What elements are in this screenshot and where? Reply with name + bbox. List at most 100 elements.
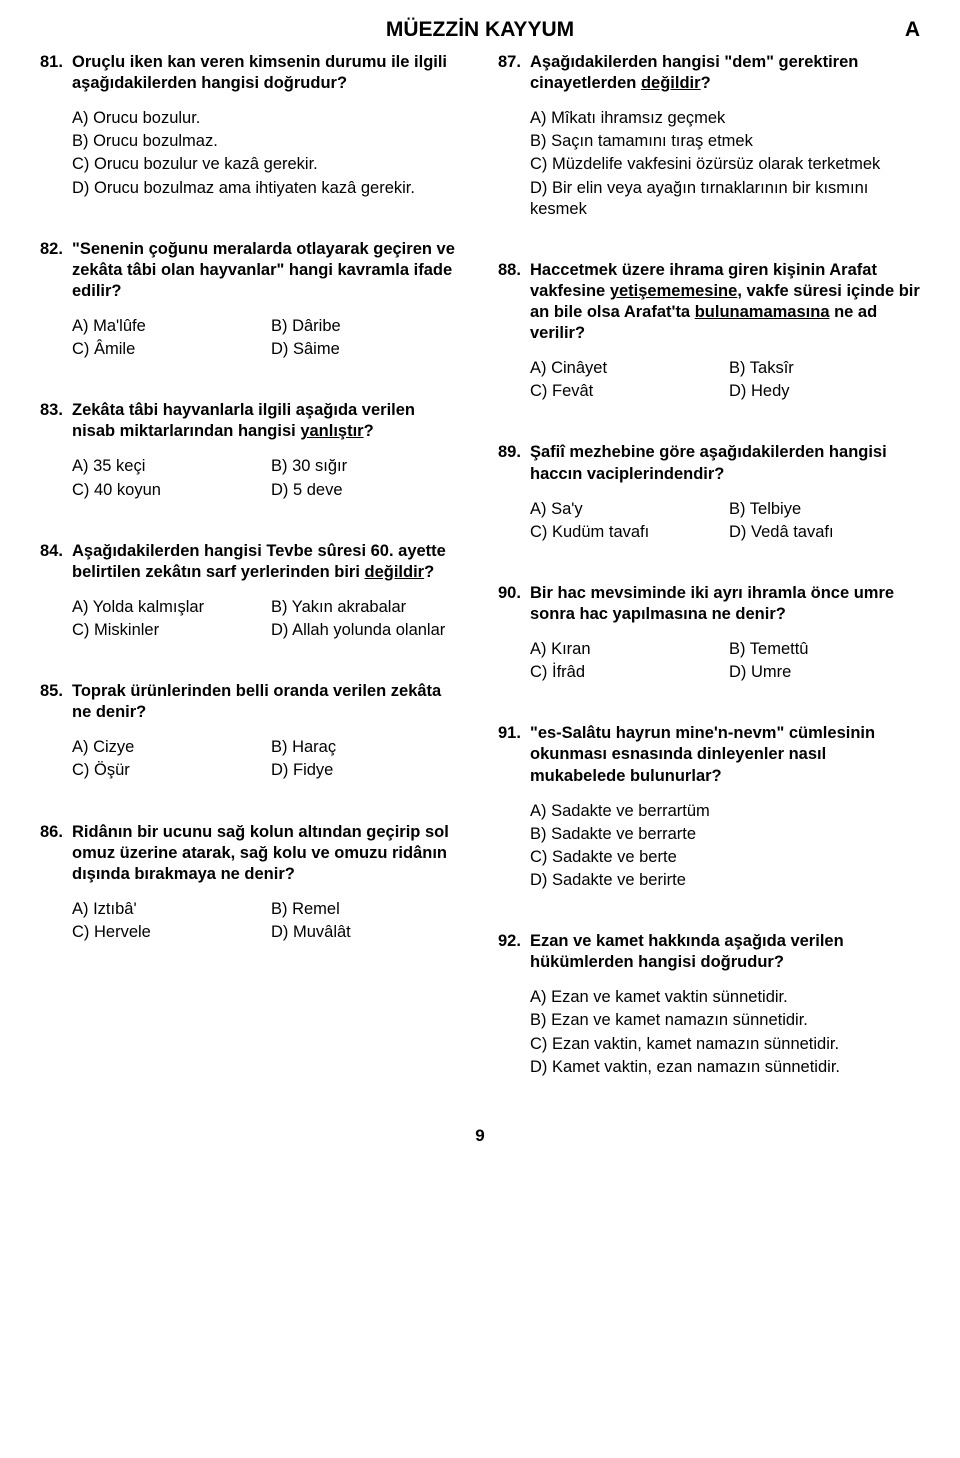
- question-number: 83.: [40, 400, 72, 442]
- options: A) Ezan ve kamet vaktin sünnetidir.B) Ez…: [530, 987, 920, 1077]
- question-body: Toprak ürünlerinden belli oranda verilen…: [72, 681, 462, 723]
- options: A) Sa'yB) TelbiyeC) Kudüm tavafıD) Vedâ …: [530, 499, 920, 543]
- options: A) Cinâyet B) Taksîr C) Fevât D) Hedy: [530, 358, 920, 402]
- question-body: Haccetmek üzere ihrama giren kişinin Ara…: [530, 260, 920, 344]
- right-column: 87.Aşağıdakilerden hangisi "dem" gerekti…: [498, 52, 920, 1118]
- question-body: Aşağıdakilerden hangisi "dem" gerektiren…: [530, 52, 920, 94]
- question: 90.Bir hac mevsiminde iki ayrı ihramla ö…: [498, 583, 920, 683]
- option: B) Taksîr: [729, 358, 920, 379]
- option: C) İfrâd: [530, 662, 721, 683]
- option: A) Sa'y: [530, 499, 721, 520]
- option: A) Ma'lûfe: [72, 316, 263, 337]
- question-body: Oruçlu iken kan veren kimsenin durumu il…: [72, 52, 462, 94]
- option: A) Kıran: [530, 639, 721, 660]
- question-body: Zekâta tâbi hayvanlarla ilgili aşağıda v…: [72, 400, 462, 442]
- question: 84.Aşağıdakilerden hangisi Tevbe sûresi …: [40, 541, 462, 641]
- option: C) Müzdelife vakfesini özürsüz olarak te…: [530, 154, 920, 175]
- option: B) Temettû: [729, 639, 920, 660]
- question-number: 91.: [498, 723, 530, 786]
- question: 88.Haccetmek üzere ihrama giren kişinin …: [498, 260, 920, 403]
- question-number: 81.: [40, 52, 72, 94]
- question: 82."Senenin çoğunu meralarda otlayarak g…: [40, 239, 462, 361]
- option: B) 30 sığır: [271, 456, 462, 477]
- question-text: 89.Şafiî mezhebine göre aşağıdakilerden …: [498, 442, 920, 484]
- question-text: 91."es-Salâtu hayrun mine'n-nevm" cümles…: [498, 723, 920, 786]
- option: A) Cinâyet: [530, 358, 721, 379]
- question-text: 83.Zekâta tâbi hayvanlarla ilgili aşağıd…: [40, 400, 462, 442]
- option: C) Ezan vaktin, kamet namazın sünnetidir…: [530, 1034, 920, 1055]
- option: C) Öşür: [72, 760, 263, 781]
- option: B) Ezan ve kamet namazın sünnetidir.: [530, 1010, 920, 1031]
- page-header: MÜEZZİN KAYYUM A: [40, 18, 920, 42]
- question-text: 88.Haccetmek üzere ihrama giren kişinin …: [498, 260, 920, 344]
- option: A) Yolda kalmışlar: [72, 597, 263, 618]
- options: A) Mîkatı ihramsız geçmekB) Saçın tamamı…: [530, 108, 920, 220]
- option: D) Sadakte ve berirte: [530, 870, 920, 891]
- question-body: "Senenin çoğunu meralarda otlayarak geçi…: [72, 239, 462, 302]
- question-text: 92.Ezan ve kamet hakkında aşağıda verile…: [498, 931, 920, 973]
- option: A) Mîkatı ihramsız geçmek: [530, 108, 920, 129]
- question-number: 89.: [498, 442, 530, 484]
- options: A) Ma'lûfeB) DâribeC) ÂmileD) Sâime: [72, 316, 462, 360]
- question-text: 87.Aşağıdakilerden hangisi "dem" gerekti…: [498, 52, 920, 94]
- question-body: "es-Salâtu hayrun mine'n-nevm" cümlesini…: [530, 723, 920, 786]
- question-body: Aşağıdakilerden hangisi Tevbe sûresi 60.…: [72, 541, 462, 583]
- question-number: 92.: [498, 931, 530, 973]
- option: C) 40 koyun: [72, 480, 263, 501]
- question: 92.Ezan ve kamet hakkında aşağıda verile…: [498, 931, 920, 1078]
- option: D) Muvâlât: [271, 922, 462, 943]
- question-text: 90.Bir hac mevsiminde iki ayrı ihramla ö…: [498, 583, 920, 625]
- option: B) Remel: [271, 899, 462, 920]
- option: B) Sadakte ve berrarte: [530, 824, 920, 845]
- question-number: 84.: [40, 541, 72, 583]
- option: D) Vedâ tavafı: [729, 522, 920, 543]
- option: C) Hervele: [72, 922, 263, 943]
- option: B) Haraç: [271, 737, 462, 758]
- columns-wrapper: 81.Oruçlu iken kan veren kimsenin durumu…: [40, 52, 920, 1118]
- option: C) Orucu bozulur ve kazâ gerekir.: [72, 154, 462, 175]
- header-title: MÜEZZİN KAYYUM: [386, 18, 574, 41]
- page-number: 9: [40, 1126, 920, 1146]
- question-text: 85.Toprak ürünlerinden belli oranda veri…: [40, 681, 462, 723]
- question-body: Bir hac mevsiminde iki ayrı ihramla önce…: [530, 583, 920, 625]
- option: D) Bir elin veya ayağın tırnaklarının bi…: [530, 178, 920, 220]
- option: C) Miskinler: [72, 620, 263, 641]
- options: A) Yolda kalmışlar B) Yakın akrabalar C) M…: [72, 597, 462, 641]
- option: C) Âmile: [72, 339, 263, 360]
- options: A) 35 keçiB) 30 sığırC) 40 koyunD) 5 dev…: [72, 456, 462, 500]
- option: D) Sâime: [271, 339, 462, 360]
- options: A) CizyeB) HaraçC) ÖşürD) Fidye: [72, 737, 462, 781]
- question-text: 81.Oruçlu iken kan veren kimsenin durumu…: [40, 52, 462, 94]
- option: A) Orucu bozulur.: [72, 108, 462, 129]
- exam-page: MÜEZZİN KAYYUM A 81.Oruçlu iken kan vere…: [0, 0, 960, 1176]
- question-body: Ezan ve kamet hakkında aşağıda verilen h…: [530, 931, 920, 973]
- option: B) Yakın akrabalar: [271, 597, 462, 618]
- option: D) Umre: [729, 662, 920, 683]
- question-number: 85.: [40, 681, 72, 723]
- question: 86.Ridânın bir ucunu sağ kolun altından …: [40, 822, 462, 944]
- question-number: 82.: [40, 239, 72, 302]
- option: D) Orucu bozulmaz ama ihtiyaten kazâ ger…: [72, 178, 462, 199]
- options: A) Iztıbâ' B) Remel C) Hervele D) Muvâlât: [72, 899, 462, 943]
- question: 91."es-Salâtu hayrun mine'n-nevm" cümles…: [498, 723, 920, 891]
- option: C) Sadakte ve berte: [530, 847, 920, 868]
- option: D) 5 deve: [271, 480, 462, 501]
- option: D) Hedy: [729, 381, 920, 402]
- question-text: 84.Aşağıdakilerden hangisi Tevbe sûresi …: [40, 541, 462, 583]
- options: A) Kıran B) Temettû C) İfrâd D) Umre: [530, 639, 920, 683]
- question: 85.Toprak ürünlerinden belli oranda veri…: [40, 681, 462, 781]
- options: A) Orucu bozulur.B) Orucu bozulmaz.C) Or…: [72, 108, 462, 198]
- question: 83.Zekâta tâbi hayvanlarla ilgili aşağıd…: [40, 400, 462, 500]
- option: A) Iztıbâ': [72, 899, 263, 920]
- question-text: 86.Ridânın bir ucunu sağ kolun altından …: [40, 822, 462, 885]
- option: C) Fevât: [530, 381, 721, 402]
- option: D) Kamet vaktin, ezan namazın sünnetidir…: [530, 1057, 920, 1078]
- option: A) Cizye: [72, 737, 263, 758]
- question-number: 90.: [498, 583, 530, 625]
- header-marker: A: [905, 18, 920, 42]
- left-column: 81.Oruçlu iken kan veren kimsenin durumu…: [40, 52, 462, 1118]
- question-body: Ridânın bir ucunu sağ kolun altından geç…: [72, 822, 462, 885]
- option: B) Orucu bozulmaz.: [72, 131, 462, 152]
- option: A) Ezan ve kamet vaktin sünnetidir.: [530, 987, 920, 1008]
- option: B) Saçın tamamını tıraş etmek: [530, 131, 920, 152]
